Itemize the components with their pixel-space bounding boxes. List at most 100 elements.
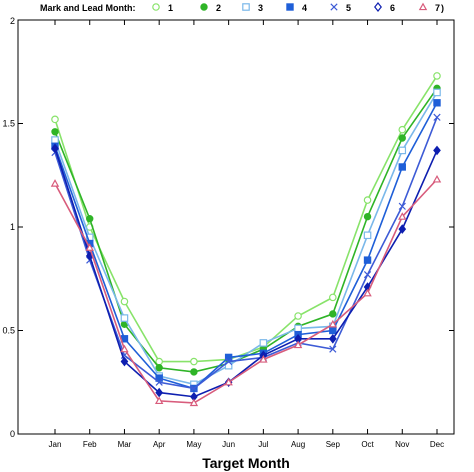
x-axis-title: Target Month [202,455,290,471]
x-tick-label: Aug [291,440,305,449]
data-point [50,179,60,187]
legend-label: 2 [216,3,221,13]
data-point [398,163,406,171]
data-point [363,256,372,264]
data-point [433,99,441,107]
x-tick-label: Dec [430,440,444,449]
legend-label: 4 [302,3,307,13]
x-tick-label: Jun [222,440,235,449]
data-point [155,364,163,372]
data-point [330,3,338,11]
data-point [433,145,441,156]
data-point [224,353,233,362]
series-line [54,102,438,390]
legend-label: 1 [168,3,173,13]
series-2 [51,84,441,376]
data-point [120,344,129,353]
data-point [200,3,208,11]
ticks: 0 0.5 1 1.5 2 Jan Feb Mar Apr May Jun Jul Aug Sep Oct N… [2,16,454,449]
data-point [363,231,372,240]
data-point [190,368,198,376]
x-tick-label: Jul [258,440,268,449]
data-point [374,2,382,12]
x-tick-label: May [186,440,201,449]
series-line [54,178,438,404]
data-point [154,396,164,405]
legend-entry-4: 4 [286,3,307,13]
data-point [432,174,442,183]
data-point [224,377,233,386]
data-point [120,356,129,367]
legend-label: 6 [390,3,395,13]
data-point [398,224,407,234]
data-point [418,2,428,11]
data-point [120,297,129,306]
legend-title: Mark and Lead Month: [40,3,136,13]
plot-area [50,72,442,407]
y-tick-label: 1.5 [2,119,15,129]
data-point [51,143,59,154]
x-tick-label: Jan [49,440,62,449]
series-5 [51,113,441,393]
x-tick-label: Nov [395,440,409,449]
data-point [328,333,337,344]
data-point [51,128,59,136]
data-point [363,270,372,279]
legend-label: 3 [258,3,263,13]
data-point [259,339,268,347]
y-tick-label: 1 [10,222,15,232]
legend: Mark and Lead Month: 1 2 3 4 5 6 7) [40,2,444,13]
x-tick-label: Oct [361,440,374,449]
data-point [190,384,198,393]
legend-label: 7 [435,3,440,13]
data-point [225,357,233,366]
data-point [329,326,337,335]
data-point [294,312,302,320]
series-7 [50,174,442,407]
data-point [85,243,94,251]
data-point [120,314,129,322]
data-point [329,345,337,353]
data-point [433,72,441,80]
data-point [433,88,441,97]
data-point [398,146,407,155]
data-point [189,398,199,407]
legend-entry-5: 5 [330,3,351,13]
y-tick-label: 2 [10,16,15,26]
series-line [54,92,438,386]
data-point [398,134,406,142]
data-point [293,340,303,349]
data-point [328,319,338,328]
legend-closing: ) [441,3,444,13]
data-point [398,212,407,220]
series-line [54,148,438,398]
data-point [398,202,406,210]
data-point [51,115,59,124]
data-point [433,113,441,121]
series-1 [51,72,441,366]
data-point [190,357,198,366]
series-line [54,87,438,373]
series-3 [51,88,441,389]
legend-entry-7: 7 [418,2,440,13]
x-tick-label: Mar [118,440,132,449]
x-tick-label: Feb [83,440,97,449]
data-point [259,355,268,363]
data-point [155,378,163,386]
y-tick-label: 0.5 [2,326,15,336]
x-tick-label: Apr [153,440,166,449]
legend-entry-6: 6 [374,2,395,13]
legend-entry-3: 3 [242,3,263,13]
data-point [294,324,302,333]
data-point [242,3,250,11]
data-point [363,288,372,297]
y-tick-label: 0 [10,429,15,439]
data-point [51,136,59,144]
data-point [86,215,94,223]
legend-label: 5 [346,3,351,13]
data-point [329,293,337,302]
x-tick-label: Sep [326,440,341,449]
legend-entry-1: 1 [152,3,173,13]
data-point [363,212,372,221]
